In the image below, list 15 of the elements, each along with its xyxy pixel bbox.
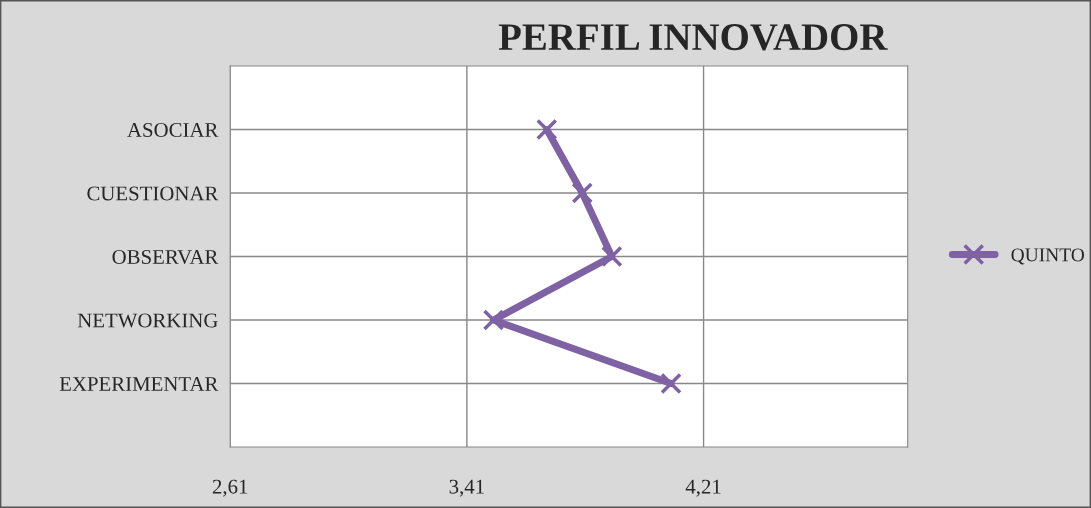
x-tick-label: 3,41: [449, 479, 484, 497]
point: [536, 118, 558, 141]
point: [601, 245, 623, 268]
point: [660, 372, 682, 395]
y-tick-label: OBSERVAR: [112, 249, 219, 265]
legend-label: QUINTO: [1011, 248, 1085, 265]
chart-title: PERFIL INNOVADOR: [498, 24, 888, 51]
y-tick-label: ASOCIAR: [127, 122, 219, 137]
point: [482, 309, 505, 331]
x-tick-label: 4,21: [685, 479, 721, 497]
y-tick-label: EXPERIMENTAR: [59, 377, 219, 391]
x-tick-label: 2,61: [212, 479, 248, 497]
point: [571, 182, 594, 204]
y-tick-label: CUESTIONAR: [87, 186, 219, 201]
y-tick-label: NETWORKING: [77, 313, 218, 328]
